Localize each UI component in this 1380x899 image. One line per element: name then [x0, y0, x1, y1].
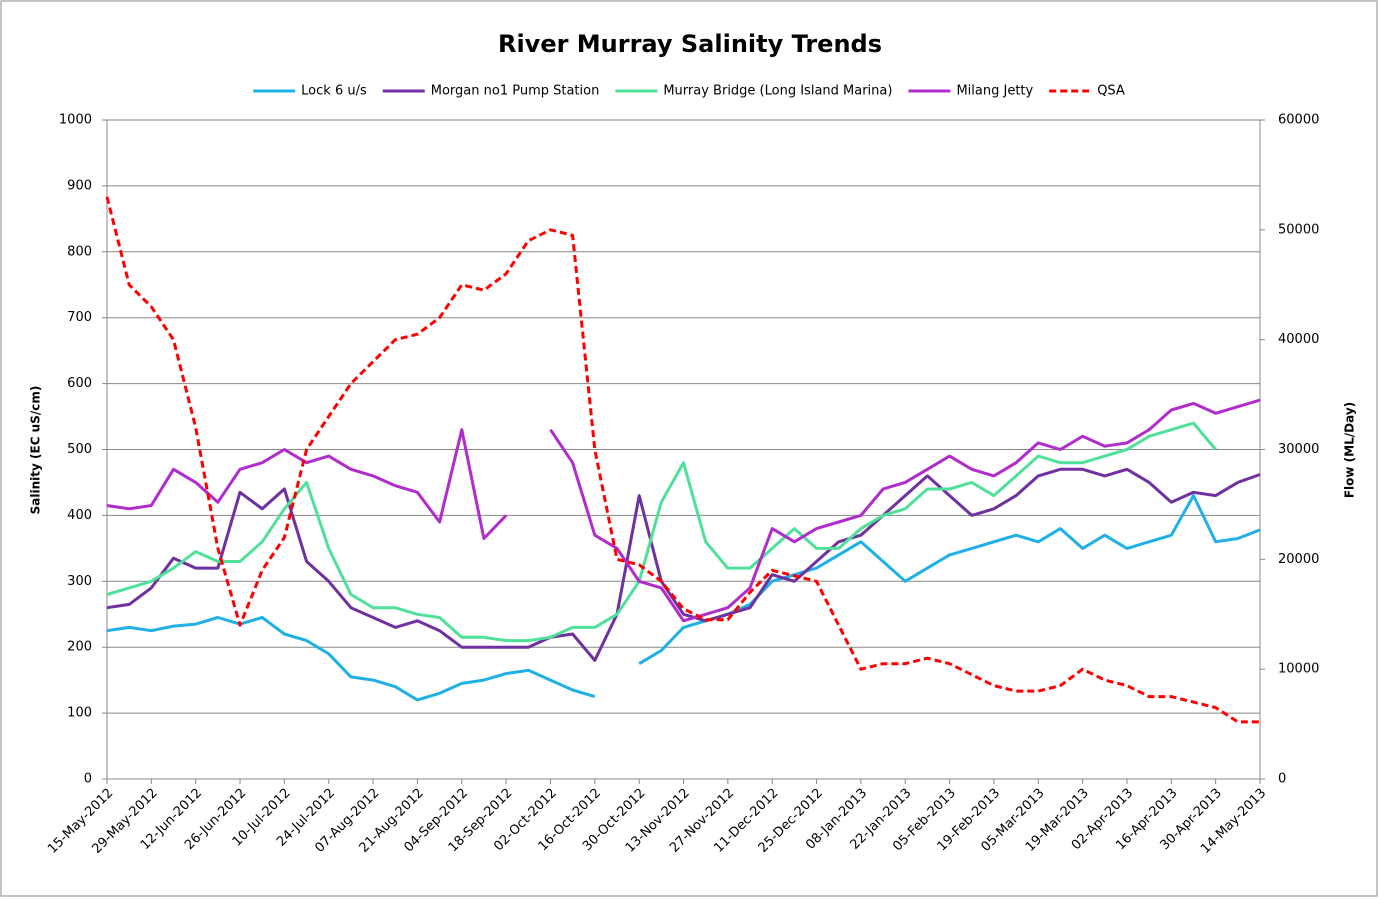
y-tick-label: 200	[67, 640, 92, 655]
series-line	[106, 421, 1217, 643]
series-line	[106, 398, 1261, 623]
y-tick-label: 700	[67, 310, 92, 325]
legend-label: Lock 6 u/s	[301, 84, 367, 99]
y-tick-label: 100	[67, 706, 92, 721]
y-tick-label: 400	[67, 508, 92, 523]
y2-tick-label: 40000	[1278, 332, 1319, 347]
y2-tick-label: 30000	[1278, 442, 1319, 457]
chart-title: River Murray Salinity Trends	[498, 30, 882, 58]
y-tick-label: 900	[67, 178, 92, 193]
y-axis-label: Salinity (EC uS/cm)	[29, 386, 43, 515]
y-tick-label: 300	[67, 574, 92, 589]
legend-label: Morgan no1 Pump Station	[431, 84, 600, 99]
y2-tick-label: 10000	[1278, 662, 1319, 677]
y2-tick-label: 50000	[1278, 222, 1319, 237]
y-tick-label: 500	[67, 442, 92, 457]
y-tick-label: 800	[67, 244, 92, 259]
y2-tick-label: 0	[1278, 772, 1286, 787]
legend-label: QSA	[1097, 84, 1125, 99]
legend-label: Murray Bridge (Long Island Marina)	[663, 84, 892, 99]
y2-tick-label: 60000	[1278, 113, 1319, 128]
y-tick-label: 0	[84, 772, 92, 787]
series-line	[106, 467, 1261, 662]
legend-label: Milang Jetty	[956, 84, 1033, 99]
y2-axis-label: Flow (ML/Day)	[1343, 402, 1357, 498]
y-tick-label: 600	[67, 376, 92, 391]
series-line	[106, 494, 1261, 702]
y-tick-label: 1000	[59, 113, 92, 128]
y2-tick-label: 20000	[1278, 552, 1319, 567]
